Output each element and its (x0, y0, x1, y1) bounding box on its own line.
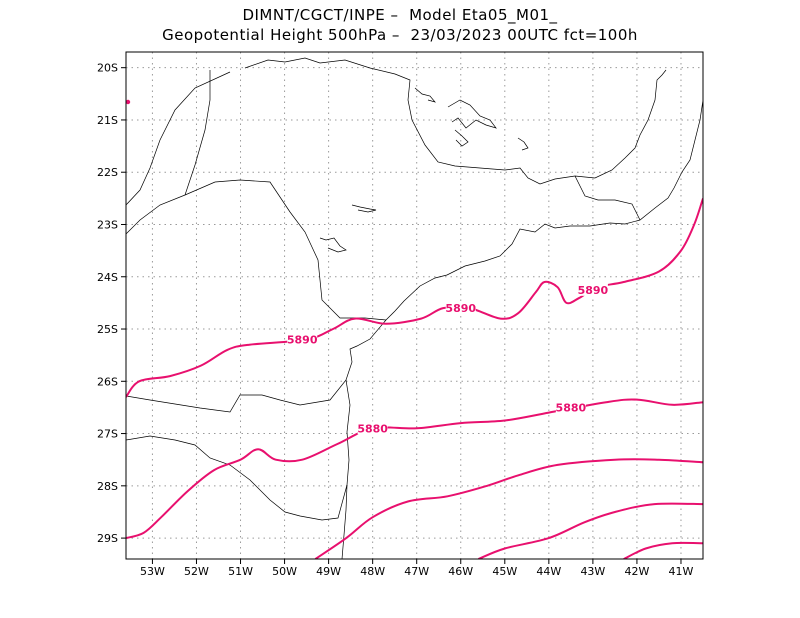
x-tick-label-10: 43W (580, 565, 605, 578)
contour-5850 (623, 541, 703, 559)
contour-label-0-1: 5890 (445, 302, 476, 315)
x-tick-label-6: 47W (404, 565, 429, 578)
y-axis: 20S 21S 22S 23S 24S 25S 26S 27S 28S 29S (97, 62, 126, 545)
y-tick-label-8: 28S (97, 480, 118, 493)
contour-label-bg-0-1 (445, 301, 476, 315)
chart-title: DIMNT/CGCT/INPE – Model Eta05_M01_ (242, 6, 558, 24)
contour-label-1-0: 5880 (357, 422, 388, 435)
contour-label-0-2: 5890 (578, 284, 609, 297)
lake-4 (351, 204, 377, 213)
y-tick-label-3: 23S (97, 218, 118, 231)
y-tick-label-0: 20S (97, 62, 118, 75)
y-tick-label-4: 24S (97, 271, 118, 284)
contour-label-bg-0-2 (577, 282, 608, 296)
x-tick-label-4: 49W (316, 565, 341, 578)
x-tick-label-12: 41W (669, 565, 694, 578)
y-tick-label-9: 29S (97, 532, 118, 545)
state-border-rs-sc (126, 435, 348, 521)
state-border-ms-pr (184, 70, 211, 196)
x-tick-label-5: 48W (360, 565, 385, 578)
contour-5860 (478, 502, 703, 559)
state-border-sp-mg (244, 57, 667, 185)
basemap (126, 57, 703, 559)
contour-dot (125, 99, 131, 105)
x-tick-label-3: 50W (272, 565, 297, 578)
x-tick-label-11: 42W (624, 565, 649, 578)
contour-label-0-0: 5890 (287, 333, 318, 346)
chart-subtitle: Geopotential Height 500hPa – 23/03/2023 … (162, 26, 638, 44)
state-border-pr-sp (126, 179, 387, 321)
lake-1 (447, 99, 497, 129)
lake-2 (414, 87, 436, 103)
x-tick-label-0: 53W (140, 565, 165, 578)
y-tick-label-6: 26S (97, 375, 118, 388)
state-border-sc-pr (126, 379, 347, 413)
plot-area (126, 52, 703, 559)
contour-labels: 5890 5890 5890 5880 5880 (287, 282, 609, 435)
x-tick-label-2: 51W (228, 565, 253, 578)
contour-label-1-1: 5880 (556, 401, 587, 414)
y-tick-label-1: 21S (97, 114, 118, 127)
lake-6 (517, 137, 529, 151)
contour-5870 (314, 458, 703, 559)
contour-label-bg-1-0 (357, 421, 388, 435)
y-tick-label-5: 25S (97, 323, 118, 336)
lake-5 (319, 237, 347, 253)
x-tick-label-1: 52W (184, 565, 209, 578)
plot-frame (125, 51, 704, 560)
lake-3 (454, 129, 469, 147)
x-tick-label-7: 46W (448, 565, 473, 578)
x-axis: 53W 52W 51W 50W 49W 48W 47W 46W 45W 44W 43W 42W 41W (140, 559, 694, 578)
coastline (341, 99, 703, 559)
contour-label-bg-0-0 (287, 332, 318, 346)
contour-5890 (126, 198, 703, 398)
contour-5880 (126, 398, 703, 540)
x-tick-label-8: 45W (492, 565, 517, 578)
contour-lines (126, 198, 703, 559)
state-border-west (126, 71, 231, 206)
y-tick-label-2: 22S (97, 166, 118, 179)
x-tick-label-9: 44W (536, 565, 561, 578)
contour-label-bg-1-1 (555, 400, 586, 414)
y-tick-label-7: 27S (97, 428, 118, 441)
state-border-mg-rj (574, 175, 641, 221)
